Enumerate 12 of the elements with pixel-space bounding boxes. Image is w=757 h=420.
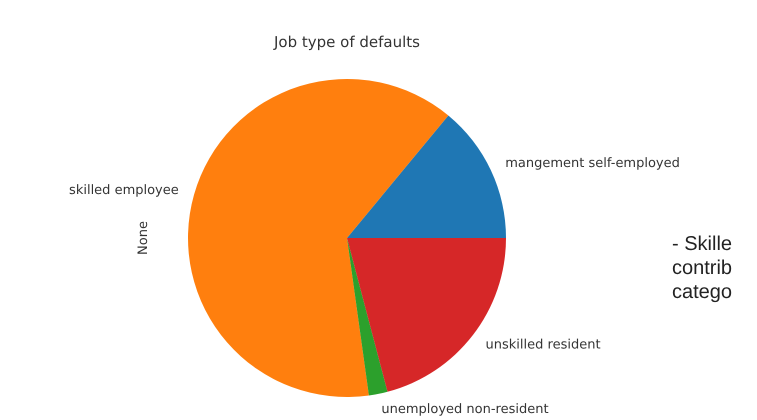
text: None [136,221,151,255]
pie-slice [347,238,388,396]
slice-label: unemployed non-resident [381,402,549,418]
text: - Skille [672,233,732,255]
chart-title: Job type of defaults [273,33,420,51]
slice-label: mangement self-employed [505,156,680,172]
slice-label: skilled employee [69,182,179,198]
text: contrib [672,257,732,279]
text: catego [672,281,732,303]
pie-slice [188,79,448,397]
slice-label: unskilled resident [486,337,601,352]
pie-slice [347,115,506,238]
